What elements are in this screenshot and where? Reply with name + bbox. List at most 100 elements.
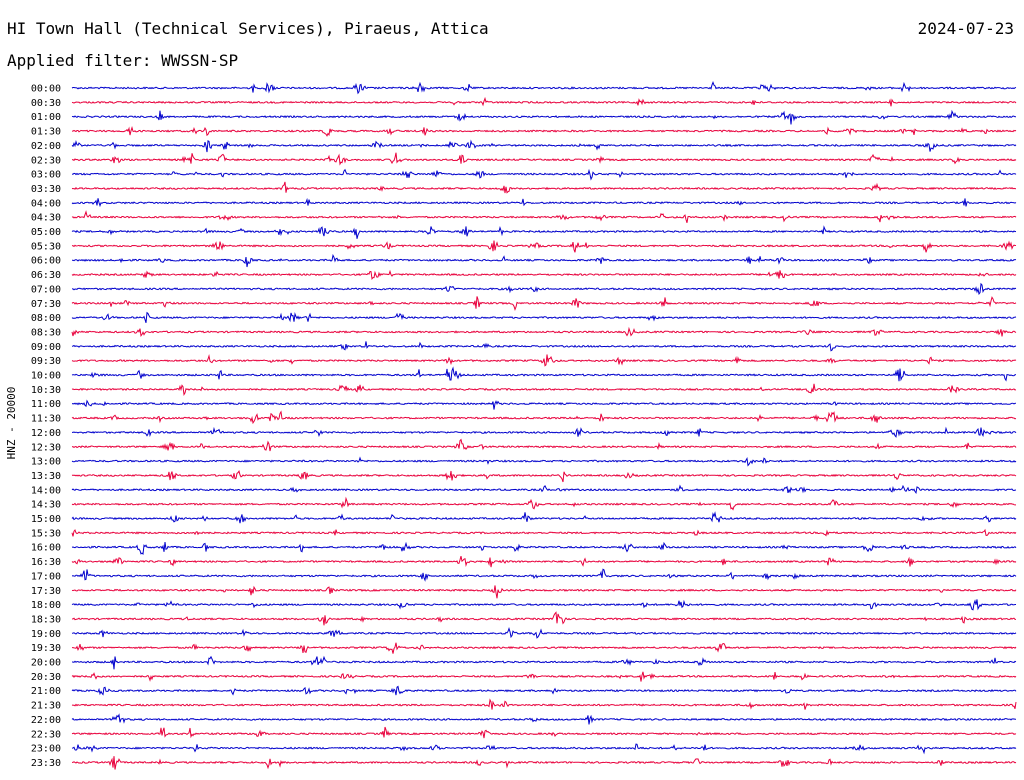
row-label-1300: 13:00	[31, 457, 61, 468]
trace-0200	[71, 139, 1017, 153]
trace-1000	[71, 366, 1017, 382]
trace-0000	[71, 80, 1017, 95]
row-label-2000: 20:00	[31, 658, 61, 669]
trace-0800	[71, 311, 1017, 323]
row-label-0030: 00:30	[31, 98, 61, 109]
row-label-1800: 18:00	[31, 600, 61, 611]
row-label-0800: 08:00	[31, 313, 61, 324]
trace-1230	[71, 438, 1017, 452]
trace-1300	[71, 456, 1017, 467]
row-label-0400: 04:00	[31, 198, 61, 209]
row-label-2230: 22:30	[31, 729, 61, 740]
row-label-0230: 02:30	[31, 155, 61, 166]
trace-2030	[71, 671, 1017, 682]
station-title: HI Town Hall (Technical Services), Pirae…	[7, 19, 489, 38]
filter-label: Applied filter: WWSSN-SP	[7, 51, 239, 70]
trace-2200	[71, 713, 1016, 725]
row-label-1000: 10:00	[31, 371, 61, 382]
row-label-1630: 16:30	[31, 557, 61, 568]
row-label-0200: 02:00	[31, 141, 61, 152]
trace-0030	[71, 96, 1017, 107]
trace-2230	[71, 726, 1017, 739]
row-label-0500: 05:00	[31, 227, 61, 238]
trace-0700	[72, 282, 1017, 296]
trace-1330	[71, 470, 1017, 483]
row-label-2200: 22:00	[31, 715, 61, 726]
trace-0230	[71, 152, 1017, 166]
row-label-1430: 14:30	[31, 500, 61, 511]
trace-1130	[71, 410, 1017, 425]
row-label-0730: 07:30	[31, 299, 61, 310]
date-label: 2024-07-23	[917, 19, 1014, 38]
trace-1830	[71, 611, 1016, 626]
trace-1530	[71, 528, 1017, 537]
row-label-0700: 07:00	[31, 284, 61, 295]
row-label-1230: 12:30	[31, 442, 61, 453]
row-label-2100: 21:00	[31, 686, 61, 697]
trace-1430	[71, 496, 1016, 511]
trace-2100	[71, 685, 1017, 696]
row-label-0930: 09:30	[31, 356, 61, 367]
trace-1600	[71, 541, 1017, 556]
trace-0930	[71, 354, 1017, 367]
row-label-0600: 06:00	[31, 256, 61, 267]
trace-2000	[72, 655, 1017, 670]
row-label-0330: 03:30	[31, 184, 61, 195]
row-label-1530: 15:30	[31, 528, 61, 539]
row-label-0100: 01:00	[31, 112, 61, 123]
row-label-0430: 04:30	[31, 213, 61, 224]
row-label-1500: 15:00	[31, 514, 61, 525]
trace-0330	[71, 181, 1017, 194]
row-label-1730: 17:30	[31, 586, 61, 597]
trace-1930	[72, 642, 1017, 654]
trace-1500	[71, 511, 1017, 524]
row-label-0300: 03:00	[31, 170, 61, 181]
row-label-1100: 11:00	[31, 399, 61, 410]
trace-0630	[71, 269, 1017, 280]
trace-1900	[71, 627, 1017, 639]
row-label-1830: 18:30	[31, 614, 61, 625]
row-label-0000: 00:00	[31, 84, 61, 95]
trace-0400	[71, 197, 1017, 208]
trace-0100	[71, 109, 1016, 125]
y-axis-label: HNZ - 20000	[5, 387, 18, 460]
trace-1100	[71, 399, 1017, 410]
trace-0530	[71, 240, 1017, 253]
row-label-2330: 23:30	[31, 758, 61, 769]
trace-1200	[72, 426, 1017, 438]
trace-1630	[71, 555, 1017, 568]
row-label-1330: 13:30	[31, 471, 61, 482]
trace-2130	[71, 698, 1017, 710]
row-label-1130: 11:30	[31, 414, 61, 425]
trace-1800	[71, 599, 1016, 611]
row-label-1200: 12:00	[31, 428, 61, 439]
row-label-1600: 16:00	[31, 543, 61, 554]
row-label-1900: 19:00	[31, 629, 61, 640]
trace-2300	[71, 743, 1017, 755]
trace-1700	[71, 568, 1017, 582]
row-label-1030: 10:30	[31, 385, 61, 396]
row-label-0130: 01:30	[31, 127, 61, 138]
row-label-0900: 09:00	[31, 342, 61, 353]
row-label-0830: 08:30	[31, 327, 61, 338]
row-label-1930: 19:30	[31, 643, 61, 654]
row-label-2300: 23:00	[31, 744, 61, 755]
trace-0300	[71, 168, 1017, 181]
trace-1730	[71, 585, 1017, 599]
trace-0130	[72, 125, 1017, 137]
row-label-0530: 05:30	[31, 241, 61, 252]
row-label-1400: 14:00	[31, 485, 61, 496]
trace-0730	[71, 296, 1017, 312]
trace-0900	[71, 341, 1017, 352]
row-label-2030: 20:30	[31, 672, 61, 683]
trace-2330	[72, 756, 1017, 770]
trace-0600	[72, 253, 1017, 268]
row-label-0630: 06:30	[31, 270, 61, 281]
trace-0830	[71, 326, 1017, 337]
trace-1400	[71, 484, 1017, 495]
trace-1030	[71, 383, 1017, 396]
row-label-1700: 17:00	[31, 571, 61, 582]
trace-0500	[71, 225, 1017, 239]
trace-0430	[71, 210, 1017, 223]
